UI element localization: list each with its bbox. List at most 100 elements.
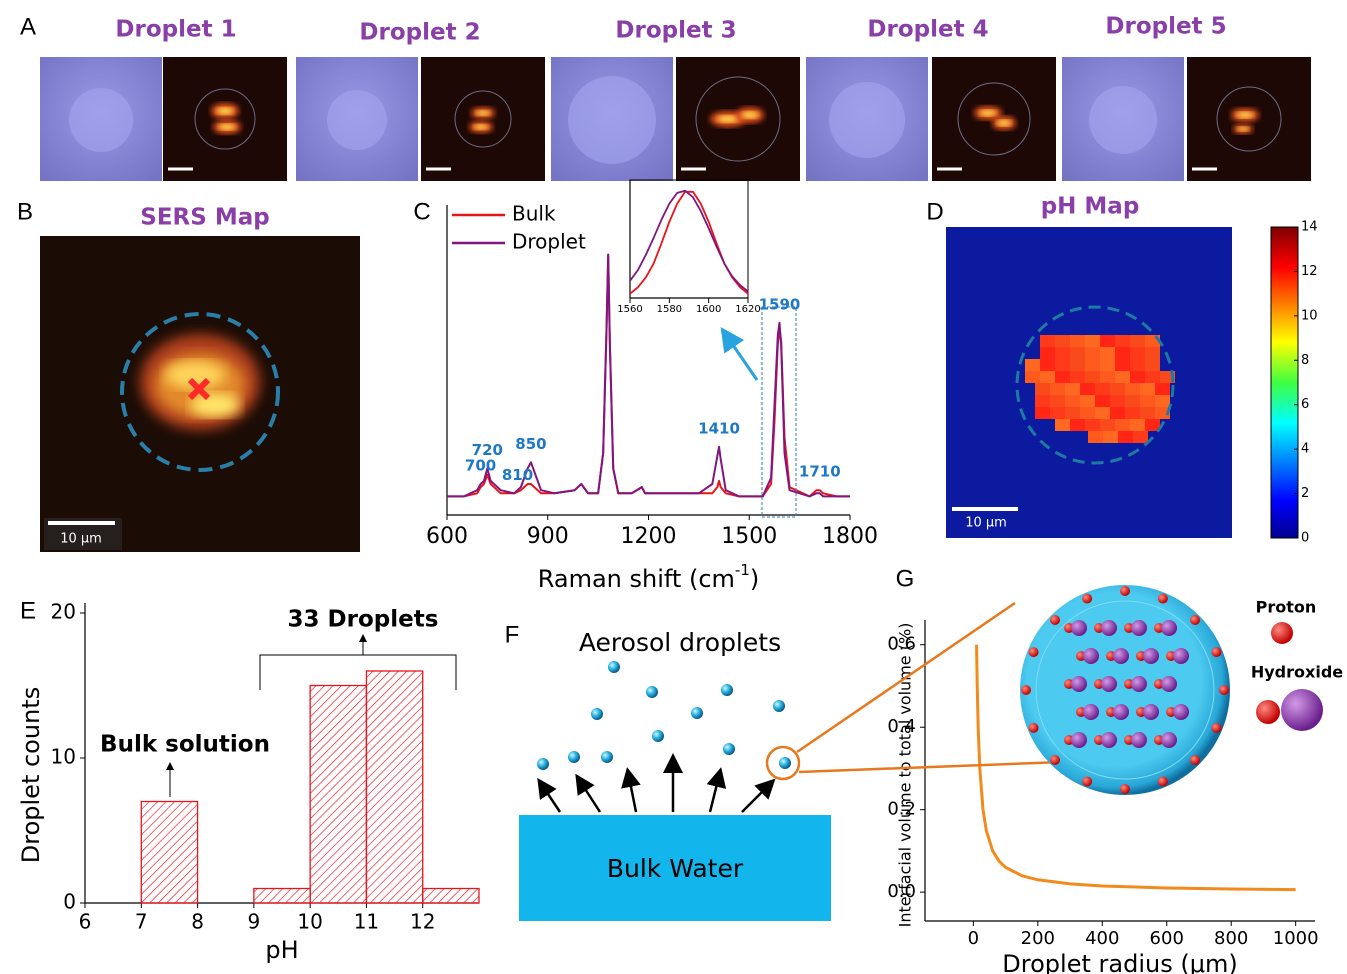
plot-frame: [630, 180, 748, 298]
ph-cell: [1080, 383, 1095, 395]
ph-cell: [1140, 395, 1155, 407]
ph-cell: [1140, 383, 1155, 395]
ph-cell: [1040, 335, 1055, 347]
hydroxide-h: [1071, 620, 1087, 636]
ph-cell: [1133, 431, 1148, 443]
hydroxide-h: [1113, 648, 1129, 664]
legend-label: Hydroxide: [1251, 663, 1343, 682]
hydroxide-h: [1143, 704, 1159, 720]
x-tick-label: 1580: [657, 304, 682, 315]
surface-proton: [1190, 615, 1200, 625]
hydroxide-h: [1101, 620, 1117, 636]
surface-proton: [1211, 723, 1221, 733]
ph-cell: [1100, 347, 1115, 359]
x-tick-label: 8: [191, 910, 204, 934]
peak-label: 1590: [759, 295, 801, 313]
hydroxide-h: [1071, 676, 1087, 692]
x-axis-label: Raman shift (cm-1): [538, 561, 760, 594]
ph-cell: [1130, 371, 1145, 383]
x-tick-label: 12: [410, 910, 435, 934]
colorbar: [1271, 227, 1298, 538]
ph-cell: [1115, 359, 1130, 371]
hydroxide-h: [1131, 620, 1147, 636]
droplet-title: Droplet 5: [1105, 14, 1226, 40]
aerosol-droplet: [601, 751, 613, 763]
ph-cell: [1095, 395, 1110, 407]
x-tick-label: 9: [247, 910, 260, 934]
ph-cell: [1050, 395, 1065, 407]
panel-label: G: [896, 565, 915, 592]
hot-spot-core: [476, 110, 490, 115]
hydroxide-h: [1131, 732, 1147, 748]
panel-label: D: [926, 198, 943, 225]
ph-cell: [1070, 359, 1085, 371]
hydroxide-h: [1083, 648, 1099, 664]
surface-proton: [1120, 586, 1130, 596]
ph-cell: [1115, 335, 1130, 347]
hot-spot-core: [474, 124, 488, 129]
annotation: 33 Droplets: [288, 607, 439, 633]
colorbar-tick-label: 12: [1301, 264, 1318, 279]
ph-cell: [1115, 347, 1130, 359]
emission-arrow: [710, 772, 720, 812]
legend-label: Proton: [1256, 598, 1317, 617]
x-tick-label: 900: [527, 524, 569, 549]
ph-cell: [1055, 419, 1070, 431]
x-tick-label: 1500: [721, 524, 777, 549]
panel-label: C: [413, 198, 430, 225]
aerosol-droplet: [537, 758, 549, 770]
bulk-water-label: Bulk Water: [607, 854, 744, 883]
x-tick-label: 600: [1150, 928, 1184, 949]
hydroxide-h: [1131, 676, 1147, 692]
ph-cell: [1130, 335, 1145, 347]
proton-icon: [1271, 622, 1293, 644]
aerosol-droplet: [652, 730, 664, 742]
bracket: [260, 655, 456, 690]
colorbar-tick-label: 8: [1301, 353, 1309, 368]
aerosol-droplet: [779, 757, 791, 769]
hydroxide-h: [1101, 732, 1117, 748]
hydroxide-h: [1161, 732, 1177, 748]
surface-proton: [1082, 776, 1092, 786]
colorbar-tick-label: 4: [1301, 442, 1309, 457]
data-line: [630, 192, 748, 294]
legend-label: Bulk: [512, 202, 556, 226]
aerosol-droplet: [591, 708, 603, 720]
ph-cell: [1040, 359, 1055, 371]
surface-proton: [1082, 594, 1092, 604]
hot-spot-core: [217, 107, 234, 114]
ph-cell: [1145, 359, 1160, 371]
y-tick-label: 0: [63, 890, 76, 914]
colorbar-tick-label: 10: [1301, 308, 1318, 323]
hydroxide-h: [1113, 704, 1129, 720]
panel-title: SERS Map: [140, 205, 269, 231]
ph-cell: [1140, 407, 1155, 419]
ph-cell: [1035, 383, 1050, 395]
ph-cell: [1085, 359, 1100, 371]
peak-label: 720: [472, 441, 503, 459]
ph-cell: [1100, 419, 1115, 431]
x-axis-label: Droplet radius (μm): [1002, 950, 1237, 974]
surface-proton: [1190, 755, 1200, 765]
ph-cell: [1130, 419, 1145, 431]
ph-cell: [1095, 383, 1110, 395]
x-tick-label: 6: [79, 910, 92, 934]
x-tick-label: 200: [1021, 928, 1055, 949]
droplet-outline: [327, 90, 387, 150]
hydroxide-h: [1173, 648, 1189, 664]
ph-cell: [1110, 395, 1125, 407]
surface-proton: [1158, 776, 1168, 786]
surface-proton: [1120, 784, 1130, 794]
y-axis-label: Interfacial volume to total volume (%): [896, 623, 915, 928]
sers-hot-spot: [190, 393, 240, 417]
aerosol-droplet: [773, 700, 785, 712]
ph-cell: [1085, 419, 1100, 431]
hydroxide-h: [1071, 732, 1087, 748]
ph-cell: [1130, 347, 1145, 359]
x-tick-label: 1560: [617, 304, 642, 315]
x-tick-label: 600: [426, 524, 468, 549]
hydroxide-h: [1173, 704, 1189, 720]
ph-cell: [1155, 395, 1170, 407]
ph-cell: [1115, 419, 1130, 431]
x-tick-label: 1600: [696, 304, 721, 315]
